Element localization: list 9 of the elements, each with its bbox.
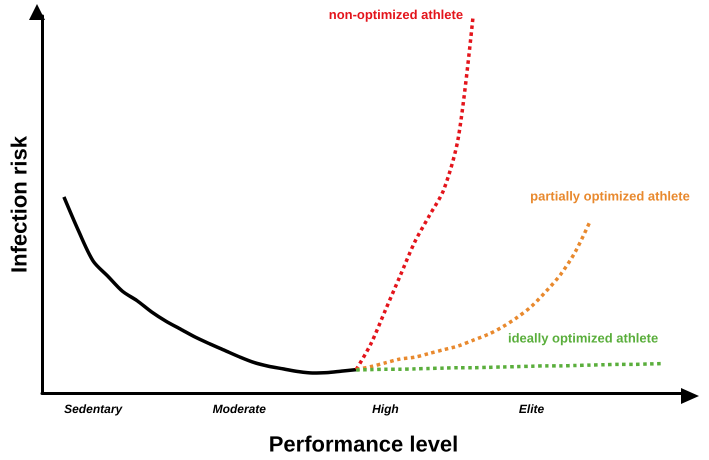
x-tick-label: Moderate (212, 402, 266, 416)
x-tick-label: Sedentary (64, 402, 124, 416)
x-tick-label: High (372, 402, 399, 416)
x-axis-title: Performance level (268, 432, 458, 456)
series-label: non-optimized athlete (328, 7, 464, 22)
text: partially optimized athlete (530, 188, 690, 204)
series-label: ideally optimized athlete (508, 330, 658, 346)
y-axis-title: Infection risk (6, 135, 32, 273)
x-tick-label: Elite (518, 402, 545, 416)
